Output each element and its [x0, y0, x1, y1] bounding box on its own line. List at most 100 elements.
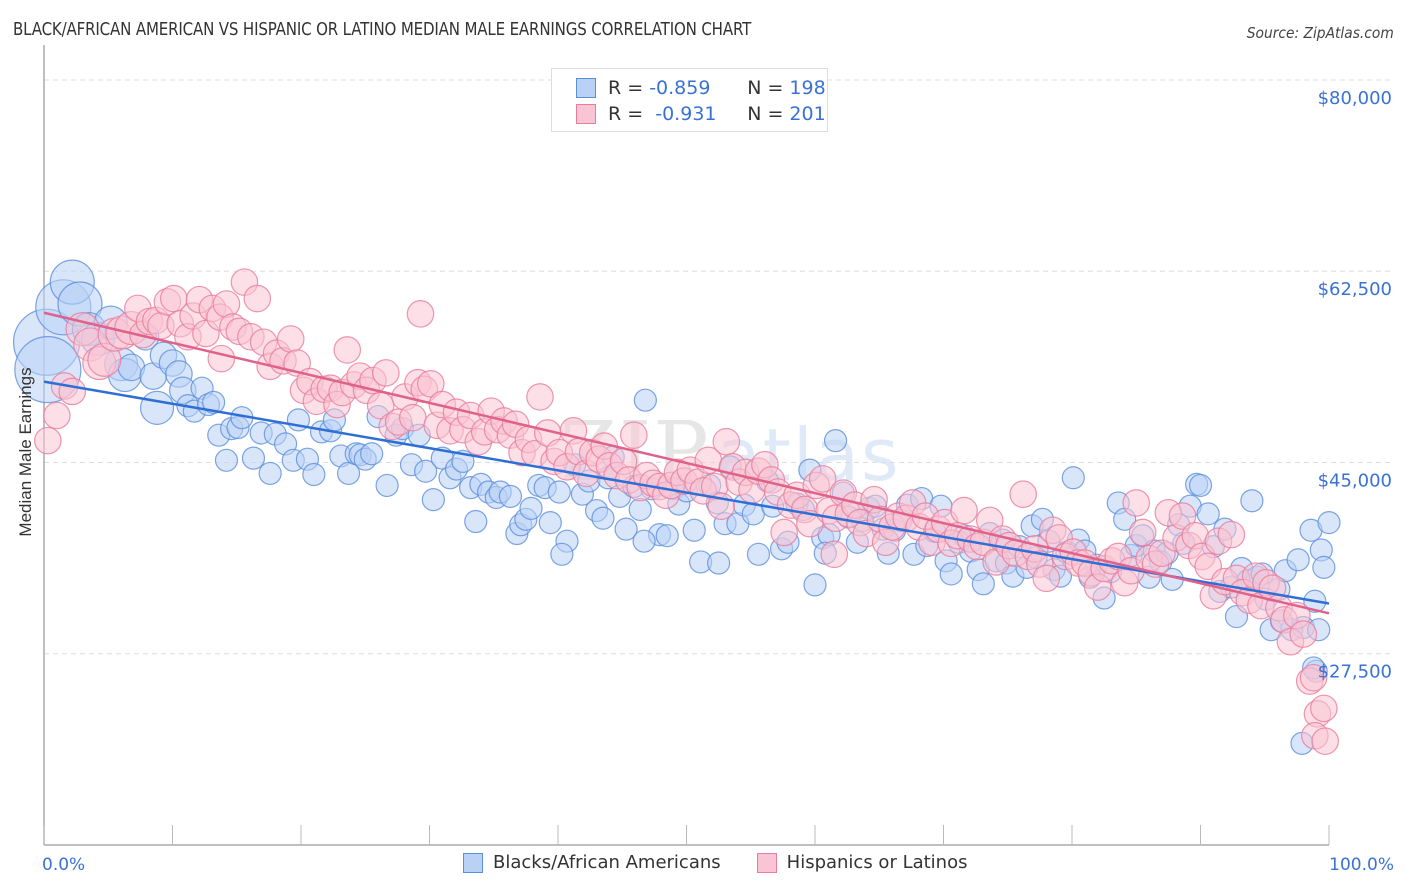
legend-label: Blacks/African Americans	[493, 852, 721, 873]
data-point	[139, 390, 175, 425]
data-point	[746, 542, 771, 566]
y-tick-label: $62,500	[1318, 279, 1392, 300]
data-point	[207, 344, 236, 373]
data-point	[1299, 663, 1328, 692]
data-point	[58, 377, 87, 406]
tick-labels: $80,000 $62,500 $45,000 $27,500 0.0% 100.0%	[42, 88, 1394, 875]
data-point	[375, 473, 399, 498]
data-point	[1289, 620, 1318, 648]
data-point	[416, 369, 445, 398]
data-point	[214, 448, 239, 472]
data-point	[43, 401, 71, 430]
data-point	[939, 562, 963, 586]
data-point	[538, 510, 562, 535]
data-point	[519, 496, 543, 520]
data-point	[34, 426, 62, 455]
data-point	[712, 427, 741, 456]
data-point	[398, 403, 427, 432]
pink-swatch	[576, 104, 596, 124]
legend-item-hispanics[interactable]: Hispanics or Latinos	[756, 852, 968, 873]
data-point	[1128, 518, 1157, 547]
n-label: N =	[747, 103, 790, 125]
data-point	[336, 461, 361, 486]
trend-lines	[43, 311, 1330, 615]
data-point	[1032, 564, 1061, 593]
data-point	[276, 325, 305, 353]
legend-label: Hispanics or Latinos	[786, 852, 968, 873]
trend-line-blacks	[43, 380, 1330, 605]
r-label: R =	[608, 103, 650, 125]
data-point	[823, 429, 848, 453]
x-tick-label: 100.0%	[1329, 855, 1394, 875]
data-point	[421, 488, 445, 512]
n-value: 198	[789, 77, 826, 99]
data-point	[243, 284, 272, 313]
data-point	[1311, 727, 1339, 755]
data-point	[1168, 502, 1197, 530]
correlation-legend: R = -0.859 N = 198 R = -0.931 N = 201	[551, 68, 828, 132]
chart-title: BLACK/AFRICAN AMERICAN VS HISPANIC OR LA…	[13, 20, 752, 40]
source-label: Source: ZipAtlas.com	[1247, 24, 1394, 42]
data-point	[1286, 548, 1310, 572]
y-tick-label: $80,000	[1318, 88, 1392, 109]
data-point	[212, 290, 241, 318]
data-point	[820, 540, 849, 569]
blue-swatch	[463, 852, 483, 873]
data-point	[707, 551, 731, 575]
y-tick-label: $27,500	[1318, 662, 1392, 683]
n-label: N =	[747, 77, 790, 99]
data-point	[655, 524, 679, 548]
n-value: 201	[789, 103, 826, 125]
data-point	[808, 465, 837, 493]
series-legend: Blacks/African Americans Hispanics or La…	[463, 852, 1003, 873]
y-tick-label: $45,000	[1318, 470, 1392, 491]
data-point	[547, 480, 571, 504]
data-point	[1009, 480, 1037, 508]
data-point	[1122, 489, 1151, 517]
data-point	[498, 484, 523, 508]
data-point	[950, 496, 978, 525]
data-point	[620, 421, 648, 449]
data-point	[770, 518, 798, 547]
data-point	[1310, 694, 1338, 723]
data-point	[1317, 510, 1341, 535]
y-axis-label: Median Male Earnings	[16, 367, 35, 536]
data-point	[628, 497, 652, 522]
data-point	[406, 300, 435, 328]
data-point	[258, 461, 282, 486]
series-hispanics-latinos	[34, 268, 1339, 755]
data-point	[682, 518, 706, 542]
r-value: -0.859	[649, 77, 711, 99]
data-point	[1240, 489, 1264, 513]
axes	[43, 45, 1330, 846]
data-point	[971, 572, 995, 596]
trend-line-hispanics	[43, 311, 1330, 615]
data-point	[333, 336, 362, 364]
data-point	[550, 542, 574, 566]
data-point	[464, 509, 488, 534]
data-point	[202, 390, 226, 414]
data-point	[302, 462, 326, 487]
data-point	[414, 459, 438, 483]
data-point	[632, 529, 656, 553]
blue-swatch	[576, 78, 596, 98]
data-point	[1312, 555, 1336, 580]
r-label: R =	[608, 77, 650, 99]
data-point	[372, 359, 400, 387]
data-point	[1188, 473, 1213, 498]
data-point	[1061, 466, 1085, 490]
data-point	[1196, 502, 1220, 526]
data-point	[241, 446, 266, 470]
data-point	[803, 573, 827, 597]
legend-item-blacks[interactable]: Blacks/African Americans	[463, 852, 721, 873]
data-point	[614, 517, 638, 541]
x-tick-label: 0.0%	[42, 855, 85, 875]
pink-swatch	[756, 852, 777, 873]
data-point	[591, 506, 615, 530]
data-point	[1217, 520, 1246, 549]
legend-row-hispanics: R = -0.931 N = 201	[576, 103, 826, 125]
data-point	[633, 388, 657, 412]
r-value: -0.931	[649, 103, 717, 125]
data-point	[526, 383, 554, 411]
